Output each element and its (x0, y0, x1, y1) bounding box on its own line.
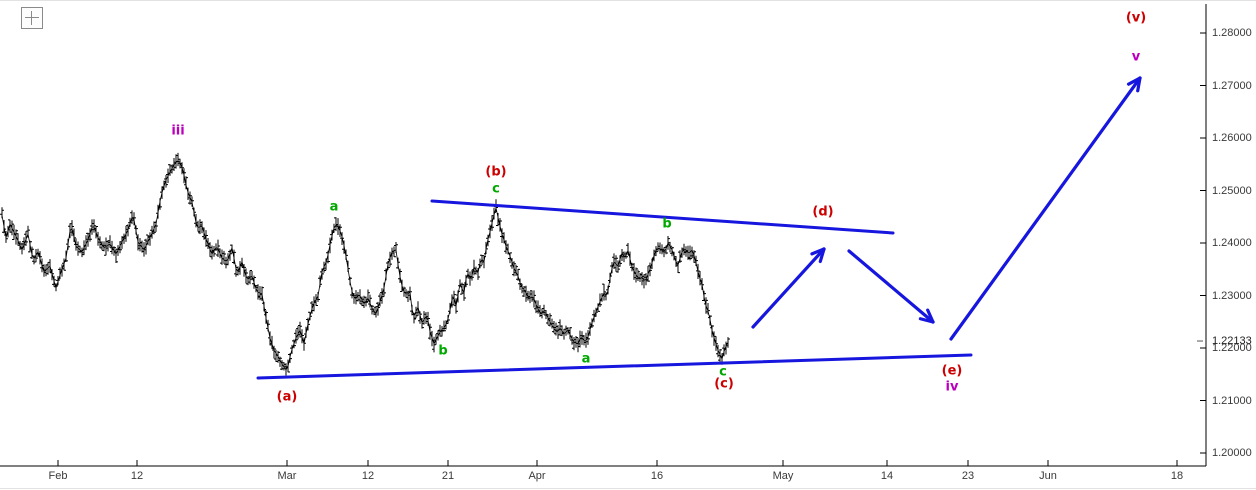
projection-arrows[interactable] (751, 76, 1142, 341)
triangle-lower-trendline[interactable] (256, 353, 973, 380)
grid-plus-icon-hline (25, 17, 39, 18)
trendlines[interactable] (256, 199, 973, 380)
grid-plus-icon[interactable] (21, 7, 43, 29)
projection-arrow-down-to-e[interactable] (847, 249, 935, 324)
grid-plus-icon-vline (31, 11, 32, 25)
price-bars[interactable] (0, 152, 730, 376)
axes (0, 4, 1207, 467)
window-bottom-border (0, 488, 1256, 489)
grid-plus-icon-box (21, 7, 43, 29)
triangle-upper-trendline[interactable] (430, 199, 895, 235)
window-top-border (0, 0, 1256, 1)
projection-arrow-up-to-d[interactable] (751, 247, 826, 329)
projection-arrow-up-to-v[interactable] (949, 76, 1142, 341)
